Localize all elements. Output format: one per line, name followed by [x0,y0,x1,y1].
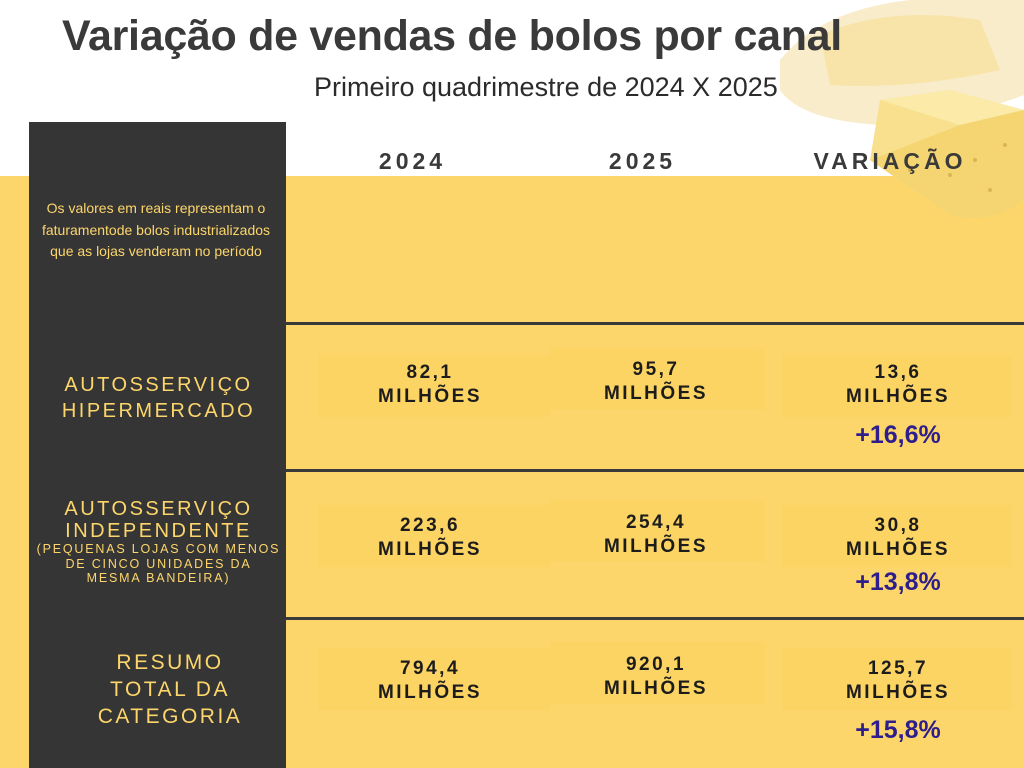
value-number: 254,4 [625,512,687,533]
percent-independente: +13,8% [855,568,941,596]
value-2025-independente: 254,4 MILHÕES [556,511,756,559]
value-number: 125,7 [867,658,929,679]
row-divider [286,322,1024,325]
row-divider [286,469,1024,472]
value-unit: MILHÕES [377,539,483,560]
cell-highlight [318,355,550,417]
cell-highlight [782,505,1012,567]
percent-hipermercado: +16,6% [855,421,941,449]
value-number: 95,7 [632,359,680,380]
value-unit: MILHÕES [377,386,483,407]
column-header-2024: 2024 [378,148,447,174]
row-label-text: AUTOSSERVIÇO HIPERMERCADO [61,374,256,422]
row-label-text: RESUMO TOTAL DA CATEGORIA [97,651,243,728]
value-number: 920,1 [625,654,687,675]
value-2024-independente: 223,6 MILHÕES [330,514,530,562]
cell-highlight [550,500,765,562]
cell-highlight [782,648,1012,710]
row-label-text: AUTOSSERVIÇO INDEPENDENTE [64,498,253,542]
value-2025-total: 920,1 MILHÕES [556,653,756,701]
column-header-variation: VARIAÇÃO [813,148,967,174]
page-subtitle: Primeiro quadrimestre de 2024 X 2025 [314,72,778,102]
value-variation-total: 125,7 MILHÕES [798,657,998,705]
percent-total: +15,8% [855,716,941,744]
value-unit: MILHÕES [603,678,709,699]
value-unit: MILHÕES [845,539,951,560]
row-divider [286,617,1024,620]
column-header-2025: 2025 [608,148,677,174]
value-variation-independente: 30,8 MILHÕES [798,514,998,562]
values-note: Os valores em reais representam o fatura… [41,200,271,259]
value-2024-hipermercado: 82,1 MILHÕES [330,361,530,409]
value-2025-hipermercado: 95,7 MILHÕES [556,358,756,406]
row-label-total: RESUMO TOTAL DA CATEGORIA [80,649,260,730]
value-unit: MILHÕES [603,536,709,557]
cell-highlight [782,355,1012,417]
value-number: 223,6 [399,515,461,536]
cell-highlight [550,642,765,704]
value-unit: MILHÕES [377,682,483,703]
cheese-cake-icon [780,0,1024,218]
value-number: 82,1 [406,362,454,383]
cell-highlight [318,648,550,710]
value-number: 30,8 [874,515,922,536]
value-number: 13,6 [874,362,922,383]
value-unit: MILHÕES [845,386,951,407]
row-label-independente: AUTOSSERVIÇO INDEPENDENTE (PEQUENAS LOJA… [36,498,281,586]
value-number: 794,4 [399,658,461,679]
cell-highlight [318,505,550,567]
value-unit: MILHÕES [603,383,709,404]
value-variation-hipermercado: 13,6 MILHÕES [798,361,998,409]
page-title: Variação de vendas de bolos por canal [62,12,842,60]
row-sublabel: (PEQUENAS LOJAS COM MENOS DE CINCO UNIDA… [36,542,281,585]
row-label-hipermercado: AUTOSSERVIÇO HIPERMERCADO [36,372,281,424]
sidebar-panel [29,122,286,768]
cell-highlight [550,348,765,410]
value-2024-total: 794,4 MILHÕES [330,657,530,705]
value-unit: MILHÕES [845,682,951,703]
